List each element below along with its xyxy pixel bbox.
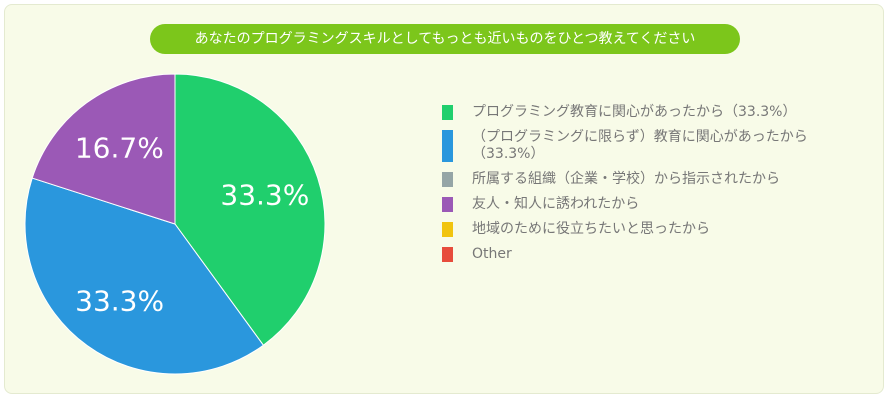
- legend-swatch: [442, 197, 453, 212]
- legend-swatch: [442, 105, 453, 120]
- legend-swatch: [442, 130, 453, 162]
- legend-label: プログラミング教育に関心があったから（33.3%）: [472, 104, 797, 120]
- legend-item[interactable]: 地域のために役立ちたいと思ったから: [442, 221, 872, 238]
- legend-swatch: [442, 247, 453, 262]
- legend-item[interactable]: 友人・知人に誘われたから: [442, 196, 872, 213]
- pie-slice[interactable]: [174, 73, 326, 346]
- legend-label: （プログラミングに限らず）教育に関心があったから（33.3%）: [472, 129, 808, 162]
- chart-legend: プログラミング教育に関心があったから（33.3%） （プログラミングに限らず）教育…: [442, 104, 872, 271]
- legend-item[interactable]: （プログラミングに限らず）教育に関心があったから（33.3%）: [442, 129, 872, 163]
- chart-title: あなたのプログラミングスキルとしてもっとも近いものをひとつ教えてください: [150, 24, 740, 54]
- legend-label: Other: [472, 246, 512, 262]
- legend-label: 地域のために役立ちたいと思ったから: [472, 221, 710, 237]
- pie-slice[interactable]: [24, 177, 265, 375]
- pie-slice[interactable]: [31, 73, 176, 225]
- legend-label: 友人・知人に誘われたから: [472, 196, 640, 212]
- legend-item[interactable]: 所属する組織（企業・学校）から指示されたから: [442, 171, 872, 188]
- slice-data-label: 33.3%: [75, 285, 164, 318]
- legend-item[interactable]: プログラミング教育に関心があったから（33.3%）: [442, 104, 872, 121]
- legend-swatch: [442, 222, 453, 237]
- slice-data-label: 16.7%: [75, 132, 164, 165]
- legend-item[interactable]: Other: [442, 246, 872, 263]
- legend-swatch: [442, 172, 453, 187]
- legend-label: 所属する組織（企業・学校）から指示されたから: [472, 171, 780, 187]
- slice-data-label: 33.3%: [220, 179, 309, 212]
